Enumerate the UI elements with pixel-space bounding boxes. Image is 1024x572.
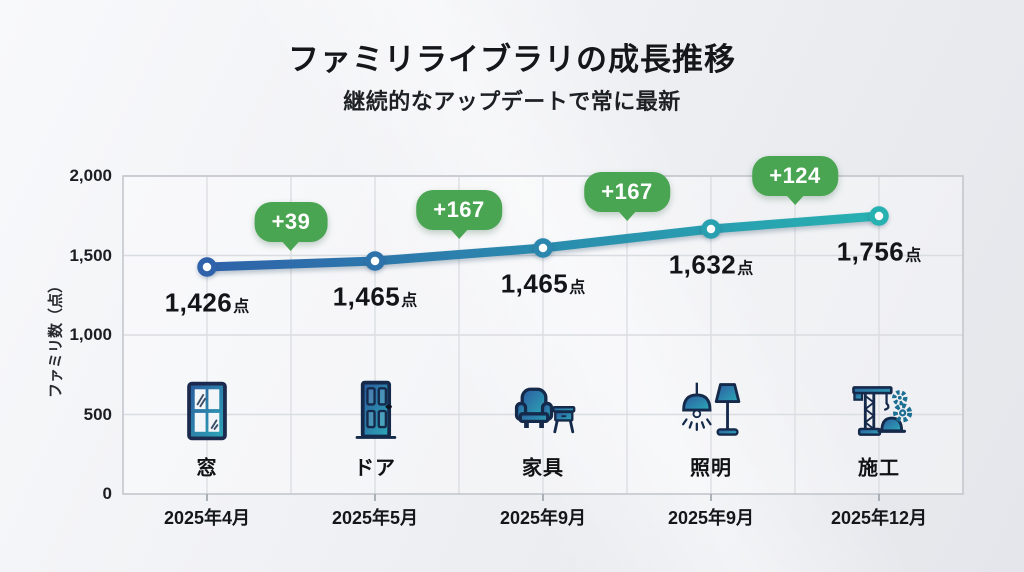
chart-subtitle: 継続的なアップデートで常に最新 (343, 89, 681, 114)
category-label: ドア (354, 457, 396, 480)
window-icon (173, 377, 241, 445)
value-unit-suffix: 点 (737, 260, 754, 278)
value-label: 1,756点 (837, 237, 922, 268)
value-label: 1,426点 (165, 288, 250, 319)
data-point-marker (197, 257, 217, 277)
y-axis-tick-label: 0 (102, 484, 112, 503)
value-label: 1,465点 (333, 282, 418, 313)
furniture-icon (509, 377, 577, 445)
value-unit-suffix: 点 (569, 279, 586, 297)
value-unit-suffix: 点 (905, 247, 922, 265)
value-number: 1,465 (500, 268, 569, 299)
x-axis-date-label: 2025年9月 (499, 508, 587, 528)
x-axis-date-label: 2025年4月 (163, 508, 251, 528)
data-point-marker (701, 219, 721, 239)
door-icon (355, 380, 397, 439)
value-number: 1,756 (836, 236, 905, 267)
furniture-icon (514, 387, 576, 434)
value-unit-suffix: 点 (401, 292, 418, 310)
lighting-icon (677, 377, 745, 445)
data-point-marker (365, 251, 385, 271)
window-icon (187, 381, 227, 441)
category-label: 家具 (522, 457, 564, 480)
value-label: 1,632点 (669, 250, 754, 281)
data-point-marker (533, 238, 553, 258)
door-icon (341, 377, 409, 445)
value-number: 1,632 (668, 249, 737, 280)
lighting-icon (682, 382, 741, 436)
x-axis-date-label: 2025年5月 (331, 508, 419, 528)
value-number: 1,465 (332, 281, 401, 312)
construction-icon (852, 386, 913, 436)
value-label: 1,465点 (501, 269, 586, 300)
y-axis-tick-label: 500 (83, 404, 112, 424)
value-number: 1,426 (164, 287, 233, 318)
chart-title: ファミリライブラリの成長推移 (288, 42, 736, 77)
y-axis-tick-label: 2,000 (69, 166, 112, 185)
construction-icon (845, 377, 913, 445)
x-axis-date-label: 2025年12月 (830, 508, 928, 528)
category-label: 窓 (196, 457, 218, 480)
delta-badge: +167 (584, 172, 670, 212)
delta-badge: +124 (752, 156, 838, 196)
value-unit-suffix: 点 (233, 298, 250, 316)
x-axis-date-label: 2025年9月 (667, 508, 755, 528)
delta-badge: +167 (416, 190, 502, 230)
y-axis-tick-label: 1,500 (69, 245, 112, 265)
data-point-marker (869, 206, 889, 226)
delta-badge: +39 (254, 202, 328, 242)
category-label: 照明 (690, 457, 732, 480)
category-label: 施工 (858, 457, 900, 480)
y-axis-tick-label: 1,000 (69, 325, 112, 344)
